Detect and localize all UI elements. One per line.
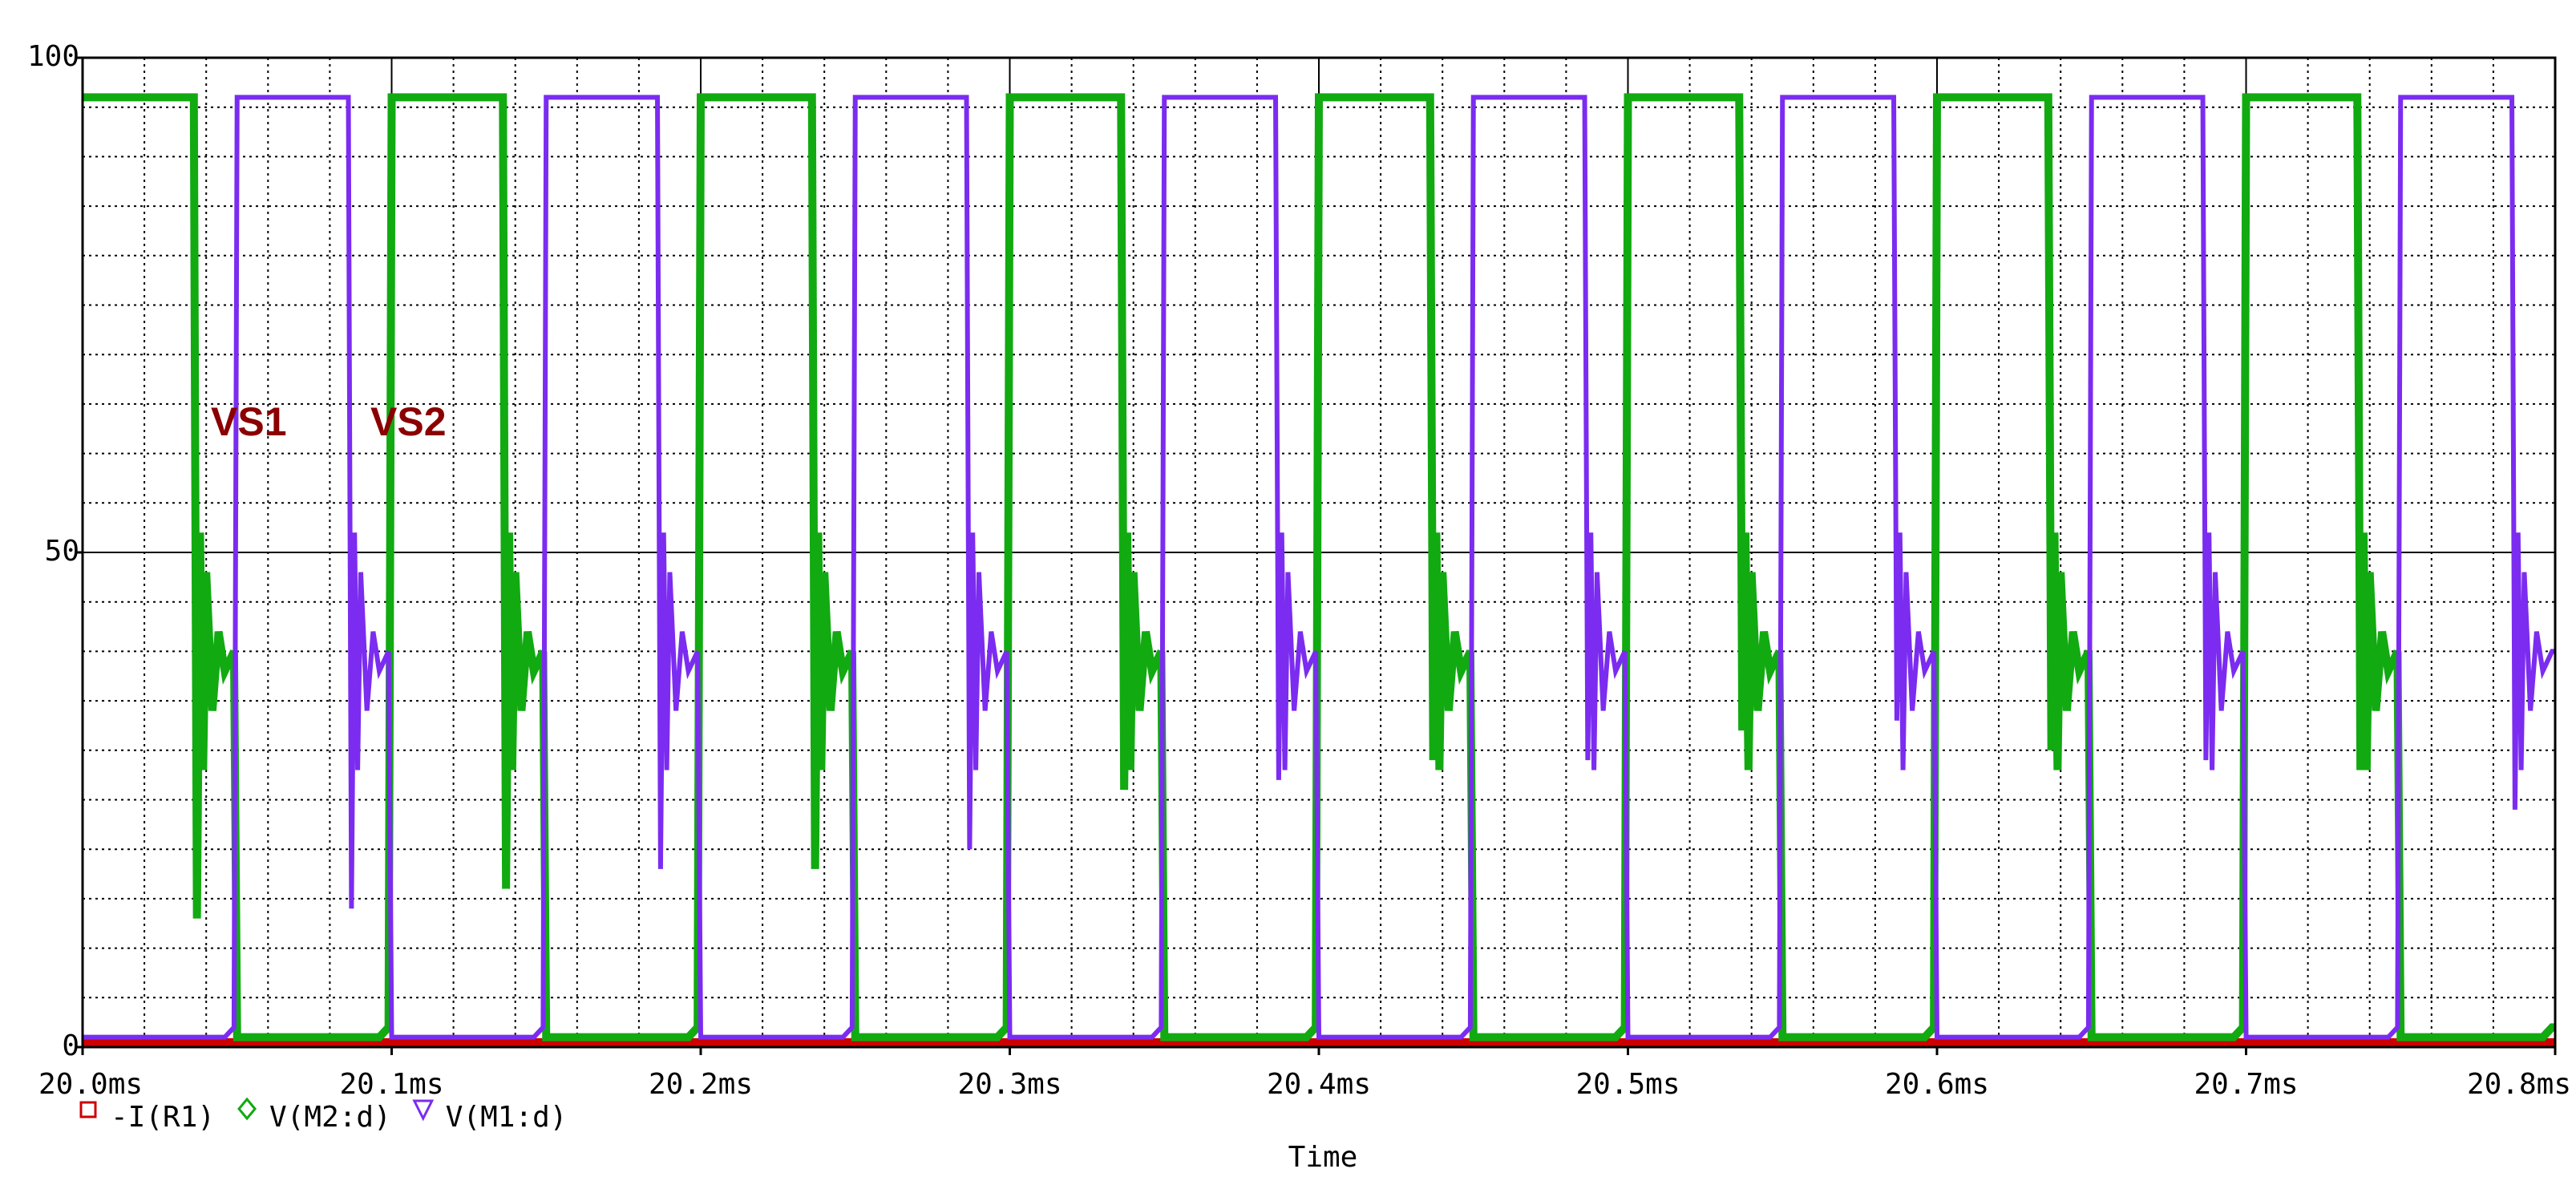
x-tick-label: 20.5ms <box>1575 1068 1680 1101</box>
legend-label: -I(R1) <box>111 1101 215 1134</box>
x-tick-label: 20.1ms <box>339 1068 443 1101</box>
plot-frame <box>81 56 2557 1049</box>
x-tick-label: 20.6ms <box>1885 1068 1989 1101</box>
legend-marker <box>237 1097 257 1121</box>
y-tick-label: 100 <box>27 40 79 73</box>
series-line <box>83 93 2555 1041</box>
x-tick-label: 20.0ms <box>38 1068 143 1101</box>
legend-marker <box>79 1101 97 1118</box>
x-tick-label: 20.7ms <box>2194 1068 2298 1101</box>
annotation: VS2 <box>370 399 447 444</box>
x-tick-label: 20.8ms <box>2467 1068 2571 1101</box>
x-axis-label: Time <box>1288 1141 1358 1174</box>
y-tick-label: 50 <box>45 535 79 568</box>
legend-marker <box>412 1099 435 1122</box>
x-tick-label: 20.4ms <box>1267 1068 1371 1101</box>
legend-label: V(M2:d) <box>269 1101 391 1134</box>
annotation: VS1 <box>211 399 287 444</box>
legend-label: V(M1:d) <box>446 1101 568 1134</box>
y-tick-label: 0 <box>62 1029 79 1062</box>
x-tick-label: 20.3ms <box>957 1068 1062 1101</box>
x-tick-label: 20.2ms <box>649 1068 753 1101</box>
series-line <box>83 95 2555 1040</box>
